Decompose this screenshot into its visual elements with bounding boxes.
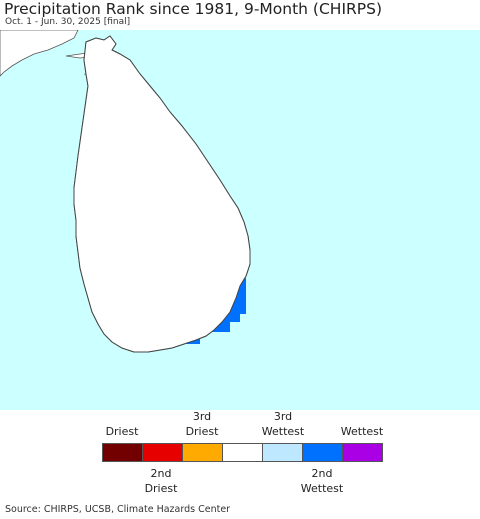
legend-label-3rd-wettest: 3rd Wettest (261, 410, 305, 438)
legend-swatch-wettest (342, 443, 383, 462)
legend-label-2nd-driest: 2nd Driest (144, 467, 178, 495)
map-title: Precipitation Rank since 1981, 9-Month (… (4, 0, 383, 18)
legend-color-bar (102, 443, 383, 462)
legend-swatch-3rd-wettest (262, 443, 303, 462)
legend-label-wettest: Wettest (340, 425, 384, 438)
legend-label-driest: Driest (105, 425, 139, 438)
map-subtitle: Oct. 1 - Jun. 30, 2025 [final] (5, 17, 131, 27)
map (0, 30, 480, 410)
legend-swatch-driest (102, 443, 143, 462)
legend-swatch-3rd-driest (182, 443, 223, 462)
india-coast (0, 30, 79, 77)
legend-swatch-2nd-wettest (302, 443, 343, 462)
legend-label-3rd-driest: 3rd Driest (185, 410, 219, 438)
source-credit: Source: CHIRPS, UCSB, Climate Hazards Ce… (5, 504, 231, 515)
legend-swatch-normal (222, 443, 263, 462)
legend-swatch-2nd-driest (142, 443, 183, 462)
legend-label-2nd-wettest: 2nd Wettest (300, 467, 344, 495)
